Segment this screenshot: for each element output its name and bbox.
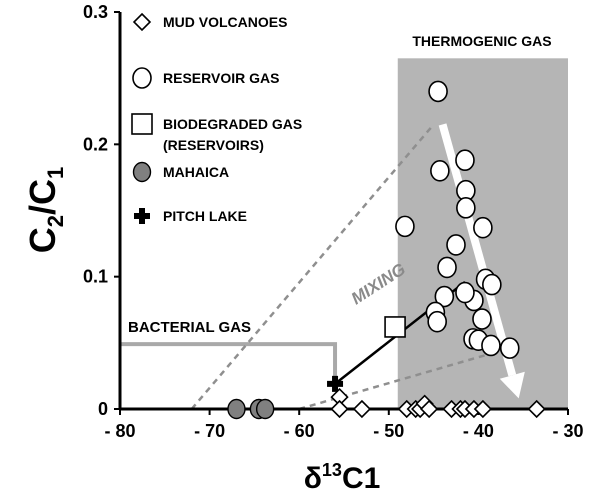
bacterial-label: BACTERIAL GAS <box>128 319 251 336</box>
x-axis-title: δ13C1 <box>304 460 381 495</box>
reservoir-gas-point <box>428 80 448 103</box>
mud-volcanoes-point <box>473 399 493 419</box>
thermogenic-arrow-head <box>499 371 525 399</box>
mud-volcanoes-point <box>330 399 349 419</box>
bacterial-bracket-layer <box>120 342 338 381</box>
thermogenic-arrow-shaft <box>438 123 517 377</box>
y-tick-label: 0.1 <box>83 267 108 287</box>
y-axis-title: C2/C1 <box>22 167 68 254</box>
reservoir-gas-point <box>455 281 475 304</box>
legend-label: MAHAICA <box>163 164 229 180</box>
legend-marker-square <box>131 113 153 135</box>
x-tick-label: - 30 <box>552 421 583 441</box>
legend-marker-filled-circle <box>132 161 152 183</box>
mixing-dashed-line-1 <box>190 123 435 410</box>
data-points-layer <box>227 80 546 420</box>
mahaica-point <box>227 398 246 420</box>
thermogenic-arrow-layer <box>438 123 525 399</box>
reservoir-gas-point <box>455 149 475 172</box>
legend-label: MUD VOLCANOES <box>163 14 287 30</box>
y-tick-label: 0.2 <box>83 134 108 154</box>
reservoir-gas-point <box>434 285 455 308</box>
reservoir-gas-point <box>446 234 466 256</box>
legend-marker-cross <box>134 208 150 224</box>
reservoir-gas-point <box>481 334 501 357</box>
reservoir-gas-point <box>472 308 492 330</box>
x-tick-label: - 50 <box>373 421 404 441</box>
legend-label: BIODEGRADED GAS <box>163 116 302 132</box>
bacterial-gas-bracket <box>120 342 338 381</box>
reservoir-gas-point <box>456 197 476 219</box>
reservoir-gas-point <box>395 215 415 238</box>
x-tick-label: - 80 <box>104 421 135 441</box>
x-tick-label: - 70 <box>194 421 225 441</box>
x-tick-label: - 60 <box>284 421 315 441</box>
mahaica-point <box>255 398 275 420</box>
reservoir-gas-point <box>482 273 502 296</box>
reservoir-gas-point <box>473 216 493 239</box>
biodegraded-gas-reservoirs-point <box>384 316 406 338</box>
reservoir-gas-point <box>427 310 447 333</box>
mud-volcanoes-point <box>352 399 372 419</box>
pitch-lake-point <box>327 375 344 392</box>
reservoir-gas-point <box>430 160 450 182</box>
x-tick-label: - 40 <box>463 421 494 441</box>
y-tick-label: 0.3 <box>83 2 108 22</box>
legend-label: PITCH LAKE <box>163 208 247 224</box>
legend-marker-diamond <box>132 12 152 32</box>
legend-label: RESERVOIR GAS <box>163 70 279 86</box>
thermogenic-label: THERMOGENIC GAS <box>412 33 551 49</box>
reservoir-gas-point <box>499 337 520 359</box>
legend: MUD VOLCANOES RESERVOIR GAS BIODEGRADED GA… <box>131 12 302 224</box>
legend-marker-circle <box>132 67 152 89</box>
mud-volcanoes-point <box>419 399 439 419</box>
axes-layer: - 80 - 70 - 60 - 50 - 40 - 30 0 0.1 0.2 0.3 <box>83 2 584 441</box>
y-tick-label: 0 <box>98 399 108 419</box>
reservoir-gas-point <box>437 256 457 279</box>
legend-label-secondary: (RESERVOIRS) <box>163 137 264 153</box>
mud-volcanoes-point <box>527 399 546 419</box>
